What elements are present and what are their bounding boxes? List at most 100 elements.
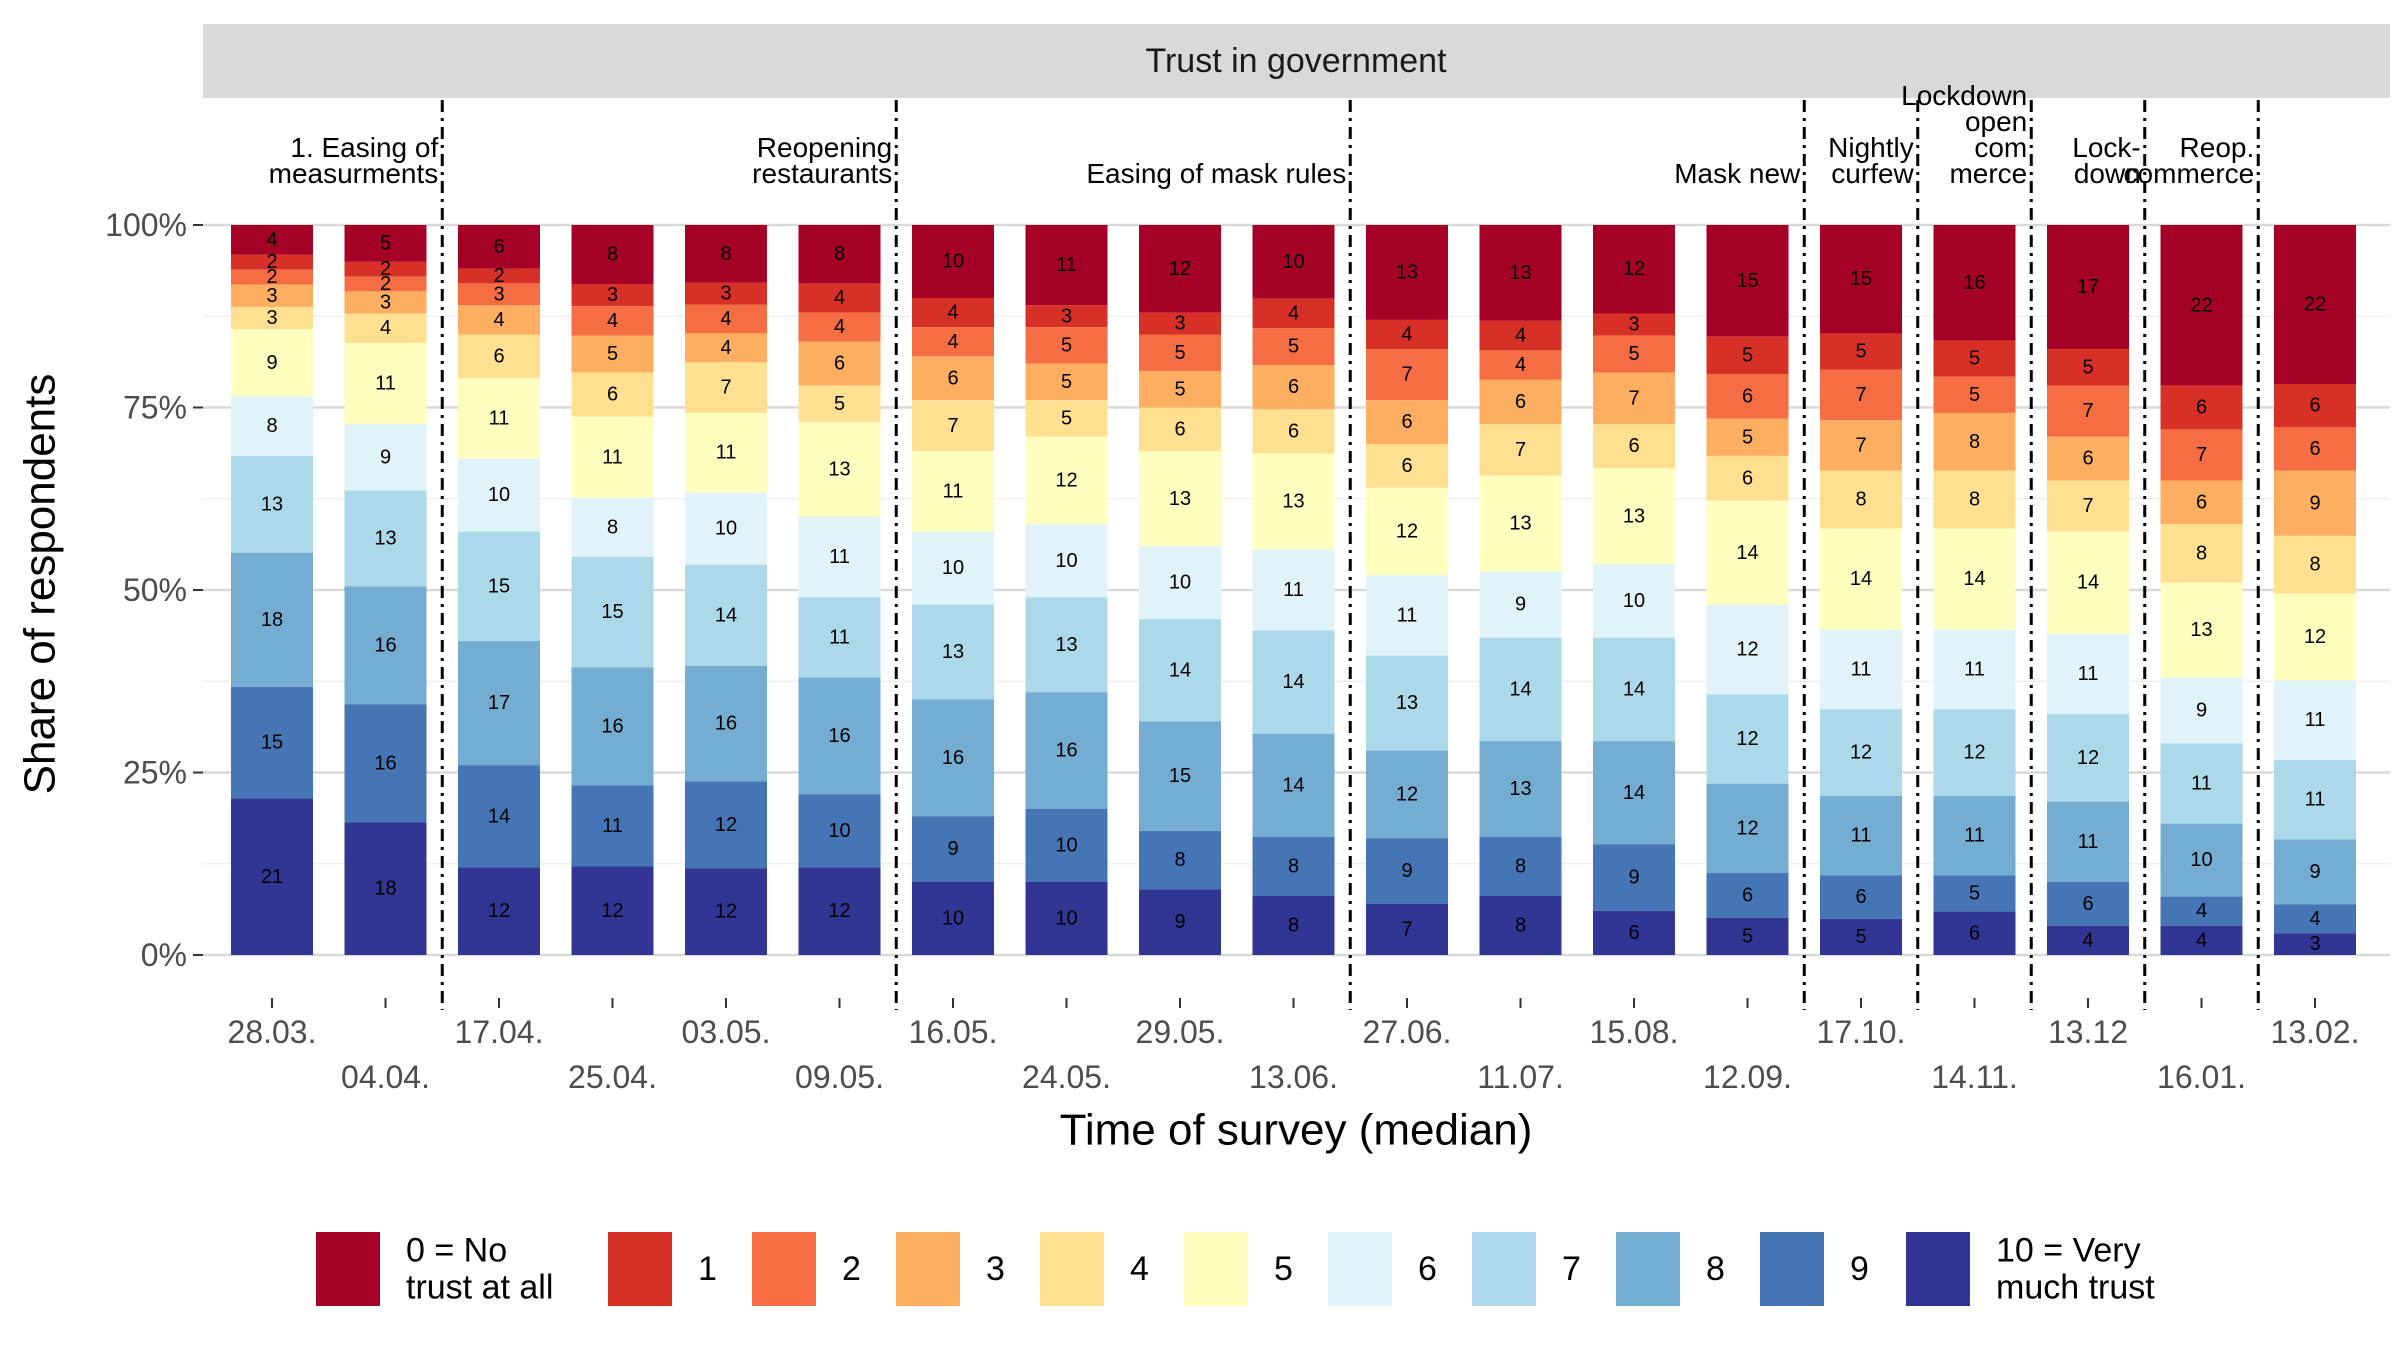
bar-segment	[2274, 427, 2356, 471]
bar-segment	[1025, 524, 1108, 598]
bar-segment	[1479, 837, 1562, 897]
segment-label: 18	[261, 609, 283, 631]
bar-segment	[571, 283, 654, 307]
bar-segment	[1252, 630, 1335, 734]
segment-label: 16	[374, 634, 396, 656]
segment-label: 10	[1055, 835, 1077, 857]
segment-label: 14	[715, 604, 737, 626]
event-label: merce	[1949, 158, 2027, 189]
segment-label: 5	[1969, 348, 1980, 370]
segment-label: 13	[1055, 634, 1077, 656]
event-label: Easing of mask rules	[1086, 158, 1346, 189]
bar-segment	[2160, 480, 2243, 525]
segment-label: 4	[380, 317, 391, 339]
segment-label: 6	[1855, 886, 1866, 908]
segment-label: 13	[942, 641, 964, 663]
bar-segment	[1252, 225, 1335, 299]
segment-label: 11	[2078, 663, 2099, 685]
segment-label: 8	[1174, 849, 1185, 871]
segment-label: 12	[715, 901, 737, 923]
segment-label: 12	[488, 900, 510, 922]
segment-label: 10	[1055, 908, 1077, 930]
segment-label: 5	[1628, 343, 1639, 365]
bar-segment	[1479, 475, 1562, 572]
segment-label: 11	[1056, 254, 1077, 276]
legend-key	[1472, 1232, 1536, 1306]
bar-segment	[798, 794, 881, 868]
segment-label: 15	[488, 575, 510, 597]
bar-segment	[1479, 741, 1562, 838]
segment-label: 11	[2191, 772, 2212, 794]
bar-segment	[1479, 571, 1562, 638]
segment-label: 5	[607, 343, 618, 365]
segment-label: 6	[2196, 397, 2207, 419]
segment-label: 9	[1628, 867, 1639, 889]
bar-segment	[798, 341, 881, 386]
segment-label: 3	[266, 285, 277, 307]
bar-segment	[2047, 801, 2129, 882]
bar-segment	[1139, 407, 1221, 452]
bar-segment	[912, 298, 994, 328]
segment-label: 5	[1855, 340, 1866, 362]
bar-segment	[458, 334, 540, 379]
segment-label: 9	[2309, 492, 2320, 514]
bar-segment	[1820, 333, 1902, 370]
x-tick-label: 15.08.	[1590, 1014, 1679, 1050]
segment-label: 3	[1628, 314, 1639, 336]
bar-segment	[1593, 372, 1675, 425]
segment-label: 8	[1969, 489, 1980, 511]
bar-segment	[1820, 420, 1902, 471]
segment-label: 22	[2304, 294, 2326, 316]
bar-segment	[1820, 709, 1902, 796]
bar-segment	[1706, 455, 1789, 501]
event-label: open	[1965, 106, 2027, 137]
segment-label: 12	[2077, 747, 2099, 769]
segment-label: 8	[1515, 915, 1526, 937]
bar-segment	[1025, 225, 1108, 306]
bar-segment	[231, 455, 313, 553]
x-tick-label: 27.06.	[1363, 1014, 1452, 1050]
segment-label: 6	[1288, 420, 1299, 442]
bar-segment	[2047, 714, 2129, 802]
segment-label: 6	[1401, 411, 1412, 433]
bar-segment	[2160, 823, 2243, 897]
bar-segment	[231, 396, 313, 456]
segment-label: 8	[1969, 431, 1980, 453]
bar-segment	[1479, 637, 1562, 742]
bar-segment	[2274, 904, 2356, 934]
bar-segment	[2160, 582, 2243, 678]
event-label: Reop.	[2180, 132, 2255, 163]
bar-segment	[798, 225, 881, 284]
legend-label: 7	[1562, 1250, 1581, 1288]
bar-segment	[1025, 597, 1108, 693]
segment-label: 7	[1401, 918, 1412, 940]
segment-label: 6	[493, 236, 504, 258]
segment-label: 3	[720, 283, 731, 305]
x-tick-label: 28.03.	[228, 1014, 317, 1050]
segment-label: 12	[1963, 742, 1985, 764]
bar-segment	[344, 261, 427, 277]
segment-label: 11	[602, 446, 623, 468]
segment-label: 8	[607, 243, 618, 265]
bar-segment	[1139, 225, 1221, 313]
y-tick-label: 75%	[123, 390, 187, 426]
segment-label: 9	[1174, 911, 1185, 933]
bar-segment	[912, 816, 994, 882]
bar-segment	[231, 269, 313, 285]
segment-label: 16	[374, 752, 396, 774]
segment-label: 14	[1850, 568, 1872, 590]
segment-label: 15	[261, 732, 283, 754]
segment-label: 5	[1969, 883, 1980, 905]
bar-segment	[1366, 400, 1448, 444]
bar-segment	[912, 604, 994, 700]
segment-label: 11	[2078, 831, 2099, 853]
bar-segment	[798, 677, 881, 795]
bar-segment	[1366, 903, 1448, 955]
segment-label: 3	[266, 307, 277, 329]
segment-label: 9	[2196, 699, 2207, 721]
bar-segment	[344, 704, 427, 823]
segment-label: 4	[2196, 929, 2207, 951]
segment-label: 12	[715, 814, 737, 836]
segment-label: 4	[607, 310, 618, 332]
segment-label: 8	[1855, 489, 1866, 511]
